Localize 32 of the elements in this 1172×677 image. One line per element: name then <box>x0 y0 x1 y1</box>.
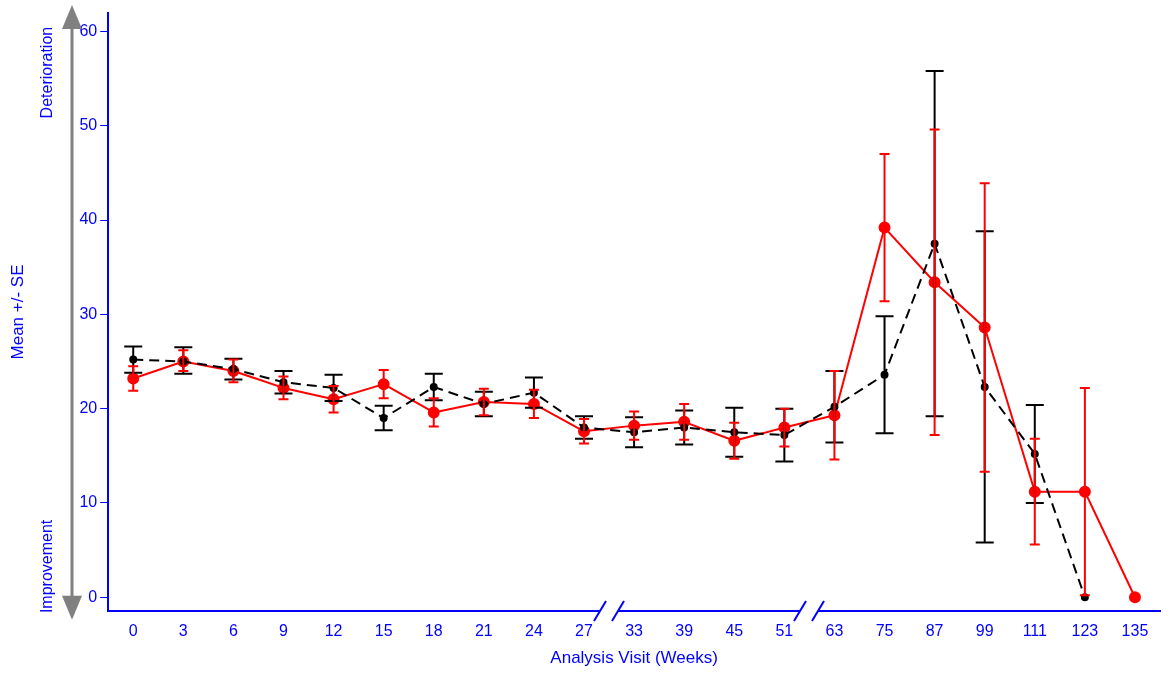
x-tick-label: 21 <box>474 622 493 640</box>
x-tick-label: 18 <box>424 622 443 640</box>
text: Deterioration <box>38 26 56 119</box>
x-tick-label: 0 <box>128 622 138 640</box>
y-tick-label: 50 <box>79 116 98 134</box>
x-tick-label: 51 <box>775 622 794 640</box>
x-tick-label: 63 <box>825 622 844 640</box>
x-tick-label: 12 <box>324 622 343 640</box>
y-tick-label: 60 <box>79 21 98 39</box>
y-axis-title: Mean +/- SE <box>7 264 27 360</box>
x-tick-label: 3 <box>178 622 188 640</box>
y-tick-label: 30 <box>79 304 98 322</box>
x-tick-label: 99 <box>975 622 994 640</box>
x-tick-label: 9 <box>279 622 289 640</box>
x-tick-label: 6 <box>228 622 238 640</box>
y-tick-label: 20 <box>79 399 98 417</box>
x-tick-label: 111 <box>1022 622 1048 640</box>
x-axis-title: Analysis Visit (Weeks) <box>550 648 718 668</box>
y-tick-label: 10 <box>79 493 98 511</box>
text: Improvement <box>38 519 56 614</box>
x-tick-label: 87 <box>925 622 944 640</box>
x-tick-label: 39 <box>675 622 694 640</box>
x-tick-label: 24 <box>525 622 543 640</box>
x-tick-label: 45 <box>725 622 744 640</box>
y-tick-label: 0 <box>88 587 98 605</box>
x-tick-label: 27 <box>575 622 594 640</box>
x-tick-label: 15 <box>374 622 393 640</box>
x-tick-label: 33 <box>625 622 644 640</box>
x-tick-label: 75 <box>875 622 894 640</box>
y-tick-label: 40 <box>79 210 98 228</box>
x-tick-label: 135 <box>1121 622 1149 640</box>
x-tick-label: 123 <box>1071 622 1099 640</box>
